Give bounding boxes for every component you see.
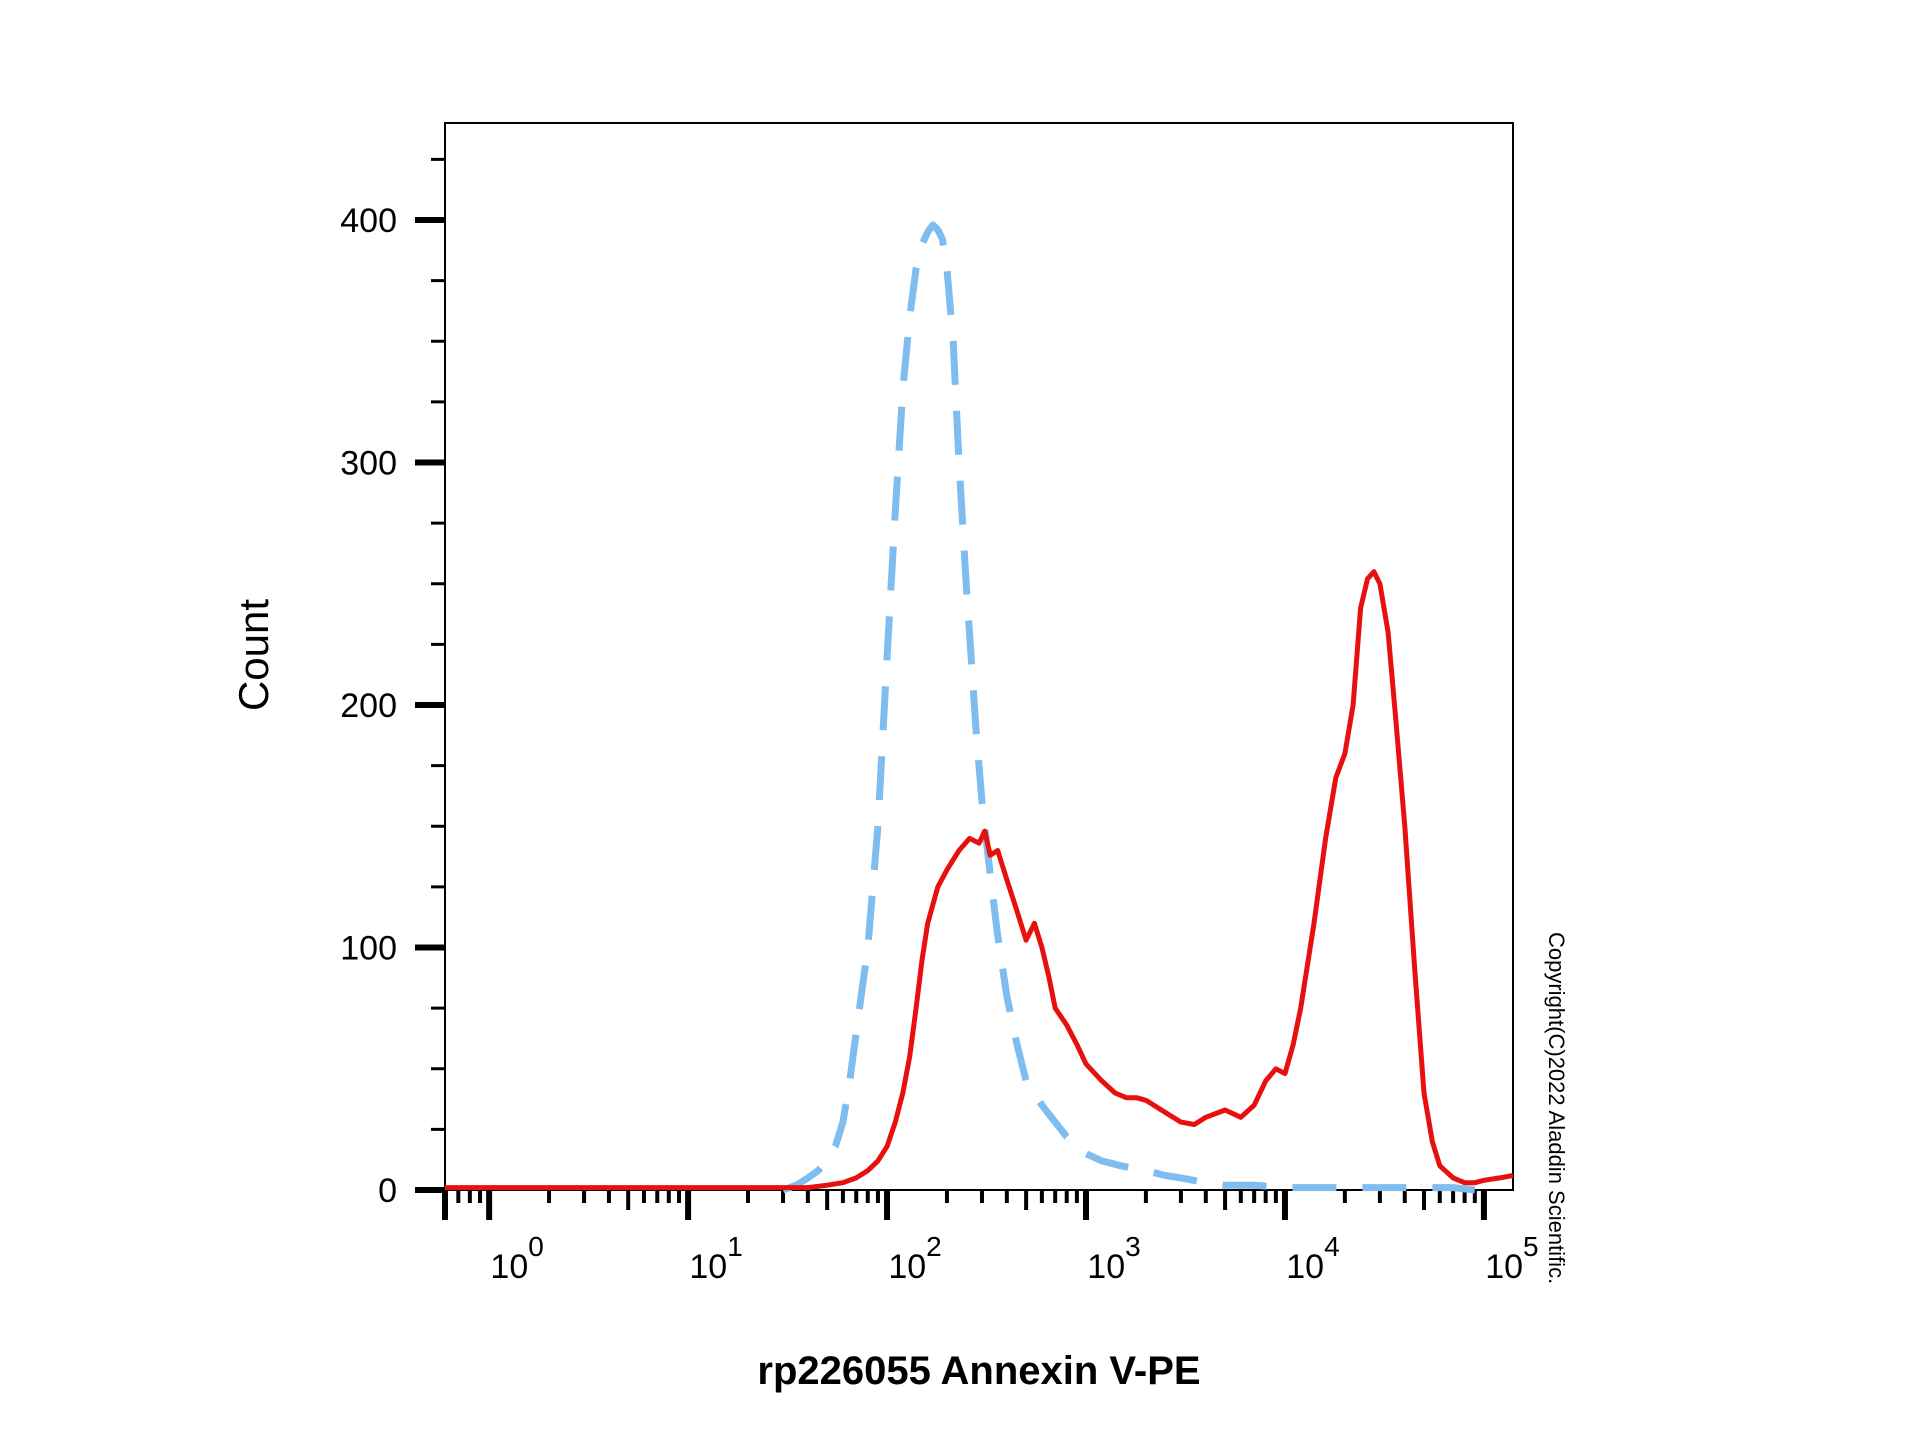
x-tick-label: 105 [1485,1231,1538,1286]
y-tick-label: 200 [340,687,397,725]
x-tick-label: 103 [1087,1231,1140,1286]
copyright-watermark: Copyright(C)2022 Aladdin Scientific. [1544,932,1569,1284]
stained-histogram-line [445,569,1514,1191]
x-axis-title: rp226055 Annexin V-PE [757,1349,1200,1393]
x-axis-ticks: 100 101 102 103 104 105 [486,1190,1539,1286]
y-tick-label: 100 [340,930,397,968]
x-tick-label: 104 [1286,1231,1339,1286]
plot-frame [444,122,1514,1191]
x-tick-label: 100 [490,1231,543,1286]
control-histogram-line [781,221,1476,1194]
y-tick-label: 400 [340,202,397,240]
y-tick-label: 0 [378,1172,397,1210]
y-axis-title: Count [230,599,277,711]
y-minor-ticks [431,157,445,1131]
histogram-series [445,221,1514,1194]
x-minor-ticks [442,1190,1477,1220]
x-tick-label: 102 [888,1231,941,1286]
y-axis-ticks: 0 100 200 300 400 [340,202,445,1210]
x-tick-label: 101 [689,1231,742,1286]
y-tick-label: 300 [340,445,397,483]
